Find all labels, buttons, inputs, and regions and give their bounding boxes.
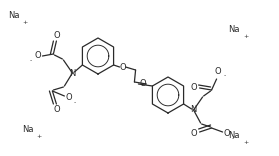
Text: O: O (53, 105, 60, 114)
Text: Na: Na (22, 125, 33, 134)
Text: O: O (223, 129, 230, 139)
Text: +: + (243, 139, 248, 144)
Text: O: O (190, 83, 197, 92)
Text: Na: Na (228, 132, 239, 141)
Text: -: - (232, 136, 234, 141)
Text: +: + (36, 134, 41, 139)
Text: O: O (65, 93, 72, 102)
Text: N: N (190, 105, 197, 115)
Text: O: O (139, 80, 146, 88)
Text: O: O (53, 32, 60, 41)
Text: N: N (69, 68, 76, 78)
Text: Na: Na (8, 12, 20, 20)
Text: +: + (243, 34, 248, 39)
Text: O: O (119, 63, 126, 71)
Text: +: + (22, 20, 27, 24)
Text: O: O (190, 129, 197, 137)
Text: -: - (29, 58, 32, 63)
Text: -: - (223, 73, 226, 78)
Text: O: O (214, 68, 221, 76)
Text: -: - (73, 100, 76, 105)
Text: Na: Na (228, 25, 239, 34)
Text: O: O (34, 51, 41, 61)
